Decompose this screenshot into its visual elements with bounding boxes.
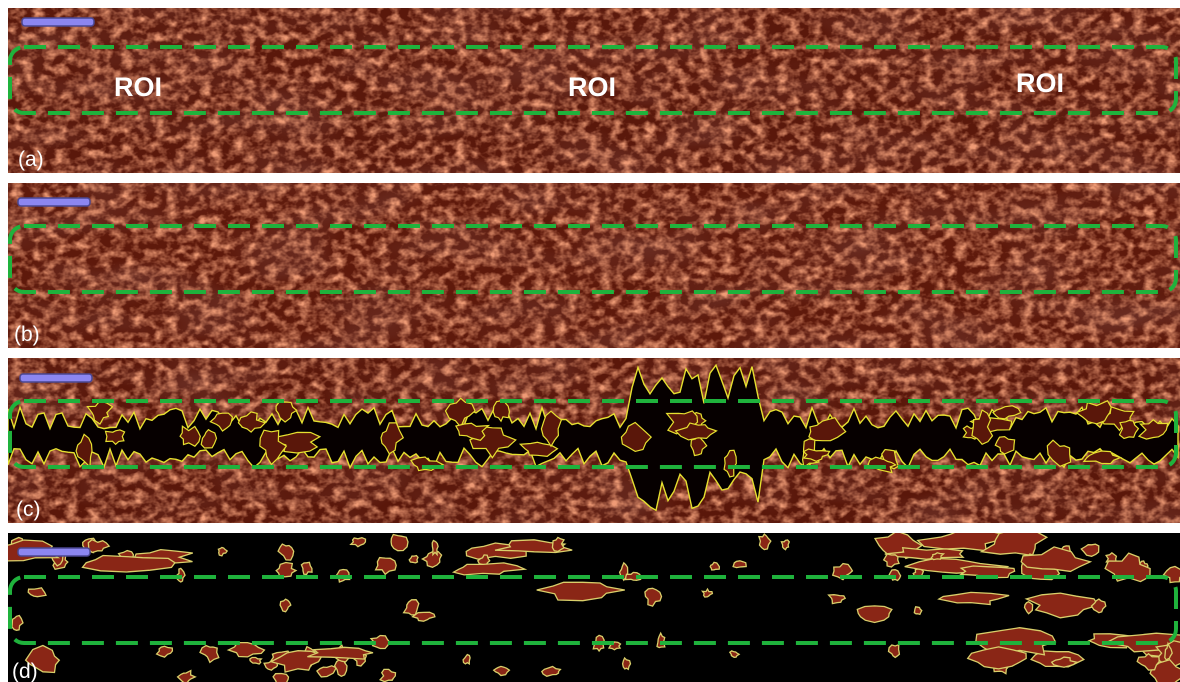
- panel-a: ROI ROI ROI (a): [8, 8, 1180, 173]
- roi-label: ROI: [1016, 68, 1064, 98]
- panel-b: (b): [8, 183, 1180, 348]
- scale-bar: [18, 548, 90, 556]
- figure: ROI ROI ROI (a) (b) (c) (d): [0, 0, 1180, 682]
- panel-c: (c): [8, 358, 1180, 523]
- panel-label: (c): [16, 498, 41, 521]
- contour-blob: [391, 535, 408, 551]
- contour-blob: [733, 561, 746, 568]
- panel-label: (a): [18, 148, 44, 171]
- panel-label: (b): [14, 323, 40, 346]
- roi-label: ROI: [568, 72, 616, 102]
- scale-bar: [20, 374, 92, 382]
- contour-blob: [273, 674, 288, 682]
- scale-bar: [18, 198, 90, 206]
- panel-texture: [8, 183, 1180, 348]
- panel-label: (d): [12, 660, 38, 682]
- contour-blob: [301, 562, 312, 574]
- roi-label: ROI: [114, 72, 162, 102]
- panel-d: (d): [0, 529, 1180, 682]
- contour-blob: [432, 541, 438, 555]
- scale-bar: [22, 18, 94, 26]
